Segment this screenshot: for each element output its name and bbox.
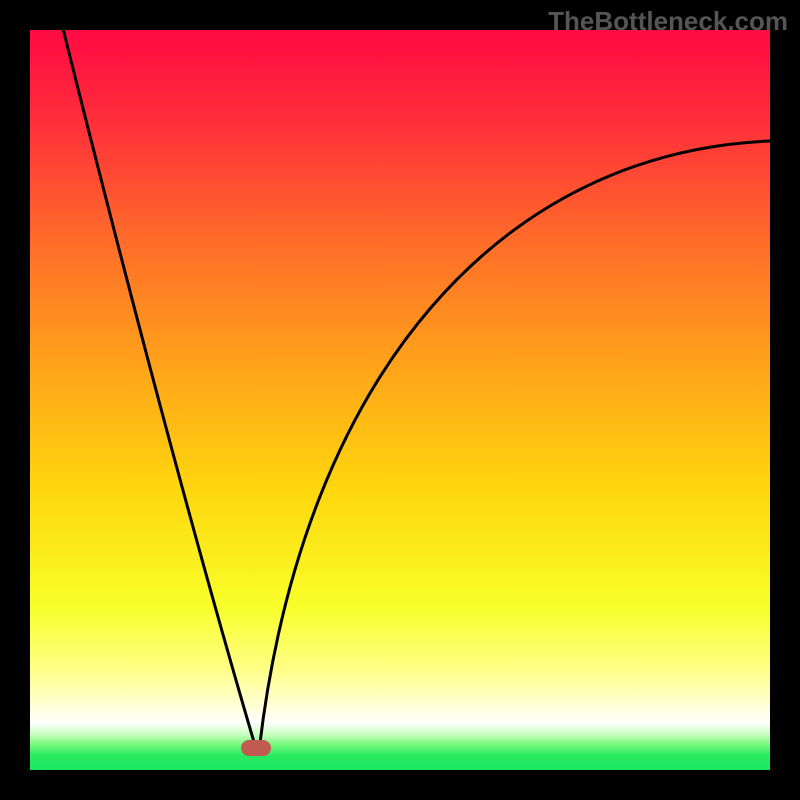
optimal-point-marker	[241, 740, 271, 756]
plot-background	[30, 30, 770, 770]
watermark-text: TheBottleneck.com	[548, 6, 788, 37]
chart-stage: TheBottleneck.com	[0, 0, 800, 800]
